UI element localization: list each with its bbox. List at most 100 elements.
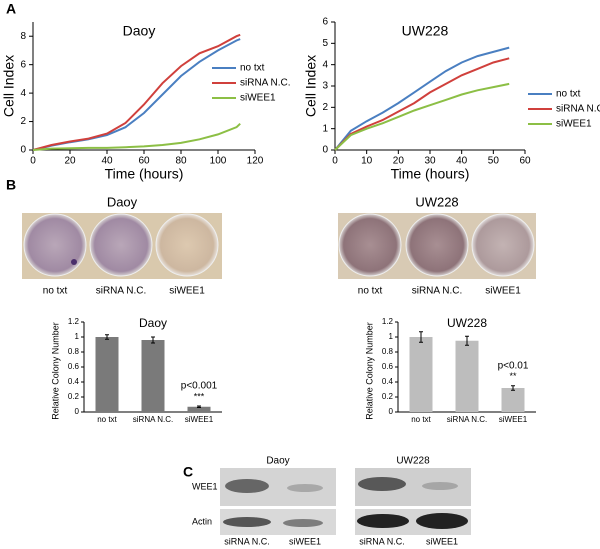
x-tick-label: no txt [411,415,431,424]
error-bar [151,336,155,344]
y-tick-label: 2 [322,102,328,113]
error-bar [419,331,423,343]
x-tick-label: 60 [138,156,150,167]
blot-lane: siRNA N.C. [224,536,270,546]
y-tick-label: 1 [75,332,80,341]
x-tick-label: 20 [393,156,405,167]
bar [95,337,119,412]
photos [22,213,536,279]
band [358,477,406,491]
chart-title: Daoy [123,23,156,39]
band [287,484,323,492]
blot-lane: siRNA N.C. [359,536,405,546]
y-tick-label: 1.2 [382,317,394,326]
band [416,513,468,529]
y-tick-label: 0.6 [68,362,80,371]
error-bar [105,334,109,340]
bar [455,340,479,412]
dish [23,213,87,277]
y-tick-label: 4 [322,59,328,70]
y-tick-label: 2 [20,116,26,127]
x-tick-label: 100 [210,156,227,167]
y-tick-label: 0.8 [68,347,80,356]
x-tick-label: 10 [361,156,373,167]
y-tick-label: 0 [75,407,80,416]
series-line [32,33,241,151]
photo-caption: no txt [43,286,68,297]
x-axis-label: Time (hours) [391,166,470,182]
legend-label: siRNA N.C. [240,78,291,89]
legend-label: no txt [556,89,581,100]
x-tick-label: 80 [175,156,187,167]
x-tick-label: no txt [97,415,117,424]
y-tick-label: 1 [389,332,394,341]
colony [71,259,77,265]
blot-lane: siWEE1 [289,536,321,546]
blot-group: Daoy [266,456,289,467]
y-axis-label: Relative Colony Number [364,322,374,420]
y-tick-label: 0 [20,145,26,156]
y-tick-label: 5 [322,38,328,49]
x-tick-label: siRNA N.C. [447,415,487,424]
photo-caption: siRNA N.C. [412,286,463,297]
series-line [32,38,241,151]
band [225,479,269,493]
bar [501,388,525,412]
blot-lane: siWEE1 [426,536,458,546]
panel-label: A [6,1,16,17]
panel-label: B [6,177,16,193]
series-line [334,57,510,151]
bar [187,406,211,412]
series-line [334,82,510,151]
x-tick-label: 60 [519,156,531,167]
annotation: p<0.001 [181,381,218,392]
dish [155,213,219,277]
photo-caption: no txt [358,286,383,297]
dish [89,213,153,277]
photo-caption: siWEE1 [485,286,521,297]
x-tick-label: 0 [30,156,36,167]
band [283,519,323,527]
y-tick-label: 6 [322,17,328,28]
band [223,517,271,527]
dish [405,213,469,277]
legend-label: no txt [240,63,265,74]
y-tick-label: 0.2 [382,392,394,401]
photo-title: UW228 [415,194,458,209]
x-tick-label: 50 [488,156,500,167]
blot-row: Actin [192,516,212,526]
y-tick-label: 0.2 [68,392,80,401]
chart-title: UW228 [402,23,449,39]
series-line [32,122,241,151]
annotation: p<0.01 [498,360,529,371]
band [357,514,409,528]
series-line [334,46,510,151]
y-axis-label: Relative Colony Number [50,322,60,420]
y-tick-label: 0.8 [382,347,394,356]
y-axis-label: Cell Index [303,55,319,117]
x-tick-label: 30 [424,156,436,167]
y-tick-label: 0.6 [382,362,394,371]
photo-caption: siRNA N.C. [96,286,147,297]
band [422,482,458,490]
y-tick-label: 3 [322,81,328,92]
x-tick-label: 40 [101,156,113,167]
error-bar [511,385,515,391]
panel-label: C [183,464,193,480]
y-tick-label: 6 [20,59,26,70]
blot-group: UW228 [396,456,430,467]
western-blot [220,468,471,535]
y-tick-label: 0.4 [68,377,80,386]
y-tick-label: 4 [20,88,26,99]
photo-title: Daoy [107,194,138,209]
blot-row: WEE1 [192,481,218,491]
x-tick-label: 20 [64,156,76,167]
legend-label: siRNA N.C. [556,104,600,115]
y-tick-label: 0 [322,145,328,156]
x-axis-label: Time (hours) [105,166,184,182]
y-tick-label: 1.2 [68,317,80,326]
annotation: *** [194,391,205,401]
y-tick-label: 0.4 [382,377,394,386]
chart-title: Daoy [139,316,167,330]
